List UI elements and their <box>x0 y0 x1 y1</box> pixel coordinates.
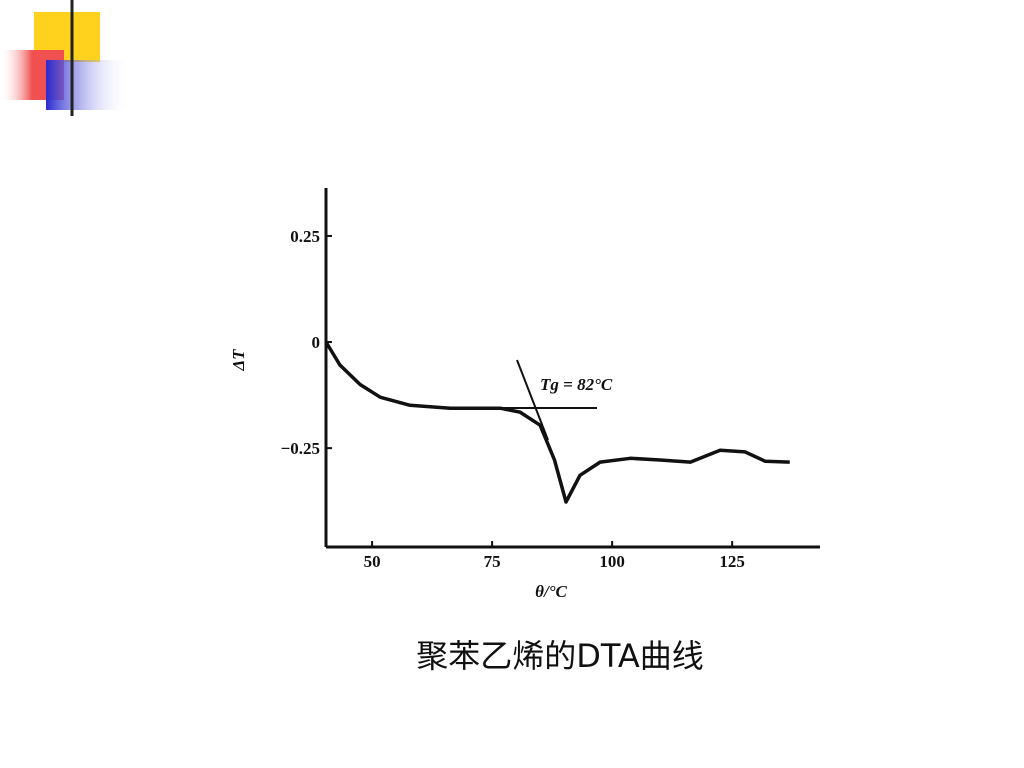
slope-tangent <box>516 359 549 441</box>
decoration <box>0 0 1000 116</box>
x-tick-label: 100 <box>599 552 625 571</box>
x-tick-label: 125 <box>719 552 745 571</box>
y-tick-label: 0.25 <box>290 227 320 246</box>
x-axis-label: θ/°C <box>535 582 567 601</box>
x-tick-label: 75 <box>484 552 501 571</box>
y-axis-label: ΔT <box>229 349 248 372</box>
y-tick-label: 0 <box>312 333 321 352</box>
data-line <box>324 341 790 504</box>
caption: 聚苯乙烯的DTA曲线 <box>416 637 704 675</box>
y-tick-label: −0.25 <box>281 439 320 458</box>
x-tick-label: 50 <box>364 552 381 571</box>
annotation: Tg = 82°C <box>540 375 613 394</box>
